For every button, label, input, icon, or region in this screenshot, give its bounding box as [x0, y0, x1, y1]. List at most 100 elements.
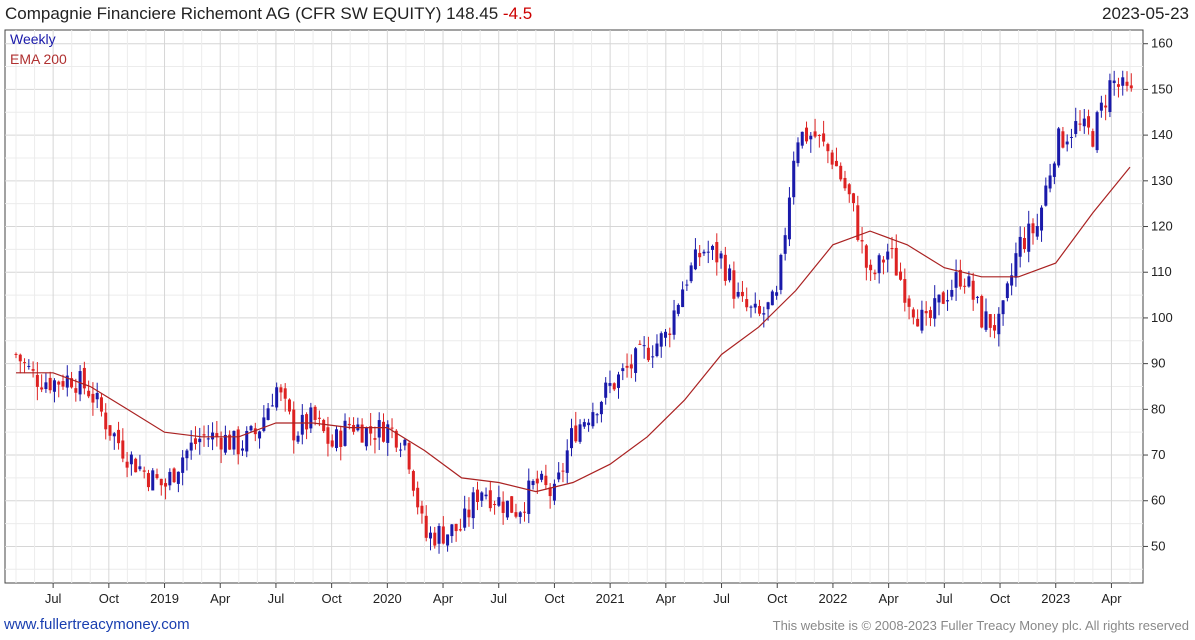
- candle-body: [907, 298, 911, 307]
- candle-body: [369, 426, 373, 434]
- candle-body: [377, 420, 381, 438]
- candle-body: [505, 500, 509, 518]
- candle-body: [689, 265, 693, 282]
- candle-body: [1104, 105, 1108, 108]
- candle-body: [753, 303, 757, 308]
- legend-ema: EMA 200: [10, 51, 67, 67]
- candle-body: [129, 454, 133, 465]
- candle-body: [762, 313, 766, 315]
- candle-body: [672, 310, 676, 335]
- candle-body: [266, 408, 270, 420]
- candle-body: [450, 524, 454, 537]
- candle-body: [805, 127, 809, 142]
- candle-body: [112, 433, 116, 437]
- candle-body: [967, 276, 971, 287]
- x-tick-label: Jul: [713, 591, 730, 606]
- candle-body: [975, 296, 979, 298]
- candle-body: [993, 325, 997, 331]
- y-tick-label: 140: [1151, 127, 1173, 142]
- candle-body: [300, 414, 304, 435]
- y-tick-label: 90: [1151, 356, 1165, 371]
- candle-body: [775, 292, 779, 296]
- candle-body: [18, 354, 22, 362]
- x-tick-label: Apr: [879, 591, 900, 606]
- candle-body: [373, 438, 377, 440]
- candle-body: [860, 240, 864, 242]
- x-tick-label: Jul: [936, 591, 953, 606]
- candle-body: [1061, 131, 1065, 148]
- candle-body: [958, 269, 962, 287]
- candle-body: [873, 272, 877, 275]
- candle-body: [236, 429, 240, 455]
- candle-body: [723, 254, 727, 281]
- y-tick-label: 100: [1151, 310, 1173, 325]
- candle-body: [946, 300, 950, 302]
- y-tick-label: 80: [1151, 401, 1165, 416]
- candle-body: [664, 331, 668, 338]
- candle-body: [1044, 185, 1048, 206]
- candle-body: [1065, 141, 1069, 145]
- candle-body: [125, 461, 129, 468]
- candle-body: [1018, 236, 1022, 257]
- candle-body: [548, 487, 552, 497]
- candle-body: [57, 381, 61, 385]
- candle-body: [497, 497, 501, 506]
- y-tick-label: 160: [1151, 36, 1173, 51]
- candle-body: [552, 483, 556, 501]
- candle-body: [87, 390, 91, 397]
- candle-body: [117, 429, 121, 444]
- candle-body: [638, 343, 642, 345]
- x-tick-label: 2019: [150, 591, 179, 606]
- candle-body: [134, 458, 138, 473]
- candle-body: [360, 424, 364, 443]
- candle-body: [172, 468, 176, 483]
- candle-body: [728, 268, 732, 281]
- candle-body: [984, 311, 988, 330]
- candle-body: [561, 470, 565, 472]
- candle-body: [334, 429, 338, 448]
- candle-body: [228, 434, 232, 450]
- candle-body: [1129, 85, 1133, 89]
- candle-body: [471, 492, 475, 519]
- candle-body: [198, 438, 202, 443]
- candle-body: [23, 362, 27, 364]
- candle-body: [108, 425, 112, 436]
- candle-body: [309, 407, 313, 429]
- x-tick-label: Apr: [210, 591, 231, 606]
- candle-body: [629, 364, 633, 369]
- candle-body: [527, 480, 531, 514]
- candle-body: [745, 299, 749, 308]
- candle-body: [142, 470, 146, 472]
- candle-body: [146, 473, 150, 488]
- candle-body: [305, 414, 309, 430]
- candle-body: [458, 529, 462, 531]
- candle-body: [621, 368, 625, 372]
- candle-body: [219, 437, 223, 450]
- candle-body: [655, 343, 659, 357]
- candle-body: [40, 387, 44, 390]
- candle-body: [70, 378, 74, 388]
- candle-body: [924, 311, 928, 314]
- candle-body: [1010, 275, 1014, 286]
- candle-body: [514, 512, 518, 517]
- candle-body: [642, 345, 646, 347]
- chart-title: Compagnie Financiere Richemont AG (CFR S…: [5, 4, 533, 23]
- candle-body: [484, 494, 488, 497]
- candle-body: [206, 438, 210, 440]
- candle-body: [292, 409, 296, 441]
- candle-body: [403, 439, 407, 446]
- grid-lines: [5, 30, 1143, 583]
- candle-body: [1121, 77, 1125, 86]
- candle-body: [954, 272, 958, 288]
- candle-body: [980, 295, 984, 328]
- x-tick-label: Jul: [490, 591, 507, 606]
- website-link[interactable]: www.fullertreacymoney.com: [4, 616, 190, 633]
- candle-body: [394, 430, 398, 448]
- candle-body: [668, 333, 672, 335]
- candle-body: [971, 280, 975, 300]
- candle-body: [916, 318, 920, 327]
- candle-body: [715, 242, 719, 263]
- candle-body: [928, 310, 932, 318]
- candle-body: [847, 184, 851, 195]
- candle-body: [711, 245, 715, 250]
